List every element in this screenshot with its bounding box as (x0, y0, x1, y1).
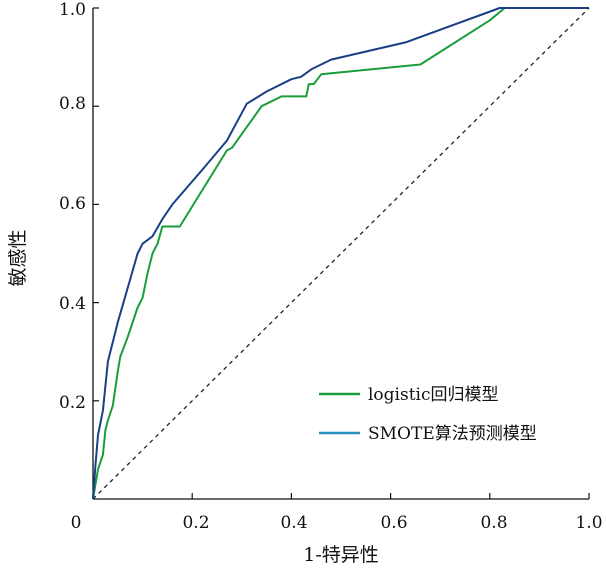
y-tick-label: 0.8 (59, 94, 86, 114)
y-tick-label: 0.4 (59, 294, 86, 314)
logistic-roc-line (92, 7, 589, 500)
x-tick-label: 1.0 (575, 513, 602, 533)
y-tick-label: 0.2 (59, 393, 86, 413)
y-tick-label: 1.0 (59, 0, 86, 20)
x-axis-title: 1-特异性 (303, 544, 379, 566)
legend-label-logistic: logistic回归模型 (368, 385, 499, 405)
y-axis-title: 敏感性 (7, 229, 29, 286)
origin-tick-label: 0 (71, 513, 82, 533)
legend: logistic回归模型 SMOTE算法预测模型 (319, 385, 537, 444)
x-tick-label: 0.6 (380, 513, 407, 533)
x-tick-label: 0.8 (480, 513, 507, 533)
x-tick-label: 0.4 (280, 513, 307, 533)
legend-label-smote: SMOTE算法预测模型 (368, 424, 537, 444)
smote-roc-line (92, 7, 589, 500)
y-tick-label: 0.6 (59, 194, 86, 214)
x-tick-label: 0.2 (182, 513, 209, 533)
